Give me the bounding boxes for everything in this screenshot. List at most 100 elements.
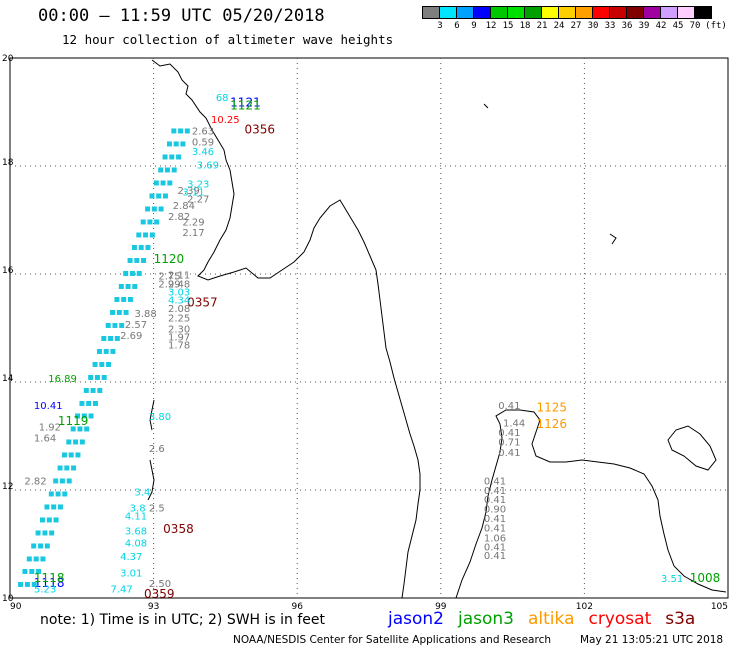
swh-point-label: 4.11 [125, 512, 147, 523]
colorbar-tick-label: 33 [604, 21, 616, 31]
swh-point-label: 1.64 [34, 433, 56, 444]
track-band-mark: ▪▪▪ [26, 553, 46, 564]
satellite-legend: jason2 jason3 altika cryosat s3a [388, 609, 709, 629]
y-tick-label: 16 [2, 266, 14, 276]
swh-point-label: 3.23 [187, 180, 209, 191]
colorbar-tick-label: 30 [587, 21, 599, 31]
swh-point-label: 0.41 [484, 514, 506, 525]
swh-point-label: 0.41 [484, 477, 506, 488]
swh-point-label: 2.69 [120, 331, 142, 342]
x-tick-label: 90 [10, 602, 22, 612]
track-band-mark: ▪▪▪ [87, 372, 107, 383]
legend-item-jason3: jason3 [458, 609, 514, 629]
legend-item-s3a: s3a [665, 609, 696, 629]
track-band-mark: ▪▪▪ [144, 203, 164, 214]
swh-point-label: 0.41 [484, 524, 506, 535]
track-band-mark: ▪▪▪ [153, 177, 173, 188]
swh-point-label: 3.8 [130, 504, 146, 515]
track-band-mark: ▪▪▪ [22, 566, 42, 577]
colorbar-tick-label: 3 [437, 21, 443, 31]
swh-point-label: 3.11 [182, 188, 204, 199]
x-tick-label: 96 [291, 602, 303, 612]
track-band-mark: ▪▪▪ [65, 437, 85, 448]
swh-point-label: 3.80 [149, 412, 171, 423]
swh-point-label: 3.88 [134, 309, 156, 320]
track-band-mark: ▪▪▪ [170, 126, 190, 137]
x-tick-label: 99 [435, 602, 447, 612]
swh-point-label: 1.78 [168, 341, 190, 352]
swh-point-label: 0357 [187, 295, 218, 309]
colorbar-ticks: 3 6 9 12 15 18 21 24 27 30 33 36 39 42 45 70 (ft) [423, 21, 740, 33]
swh-point-label: 2.25 [168, 314, 190, 325]
swh-point-label: 1118 [34, 576, 65, 590]
y-tick-label: 10 [2, 594, 14, 604]
swh-point-label: 1.97 [168, 332, 190, 343]
swh-point-label: 10.25 [211, 115, 240, 126]
swh-point-label: 0.41 [484, 542, 506, 553]
swh-point-label: 2.29 [182, 217, 204, 228]
colorbar-tick-label: 9 [471, 21, 477, 31]
swh-point-label: 0.41 [498, 428, 520, 439]
chart-title: 00:00 – 11:59 UTC 05/20/2018 [38, 6, 325, 26]
swh-point-label: 2.6 [149, 444, 165, 455]
colorbar-tick-label: 15 [502, 21, 514, 31]
swh-point-label: 2.63 [192, 127, 214, 138]
swh-point-label: 2.5 [149, 504, 165, 515]
colorbar-tick-label: 21 [536, 21, 548, 31]
track-band-mark: ▪▪▪ [48, 488, 68, 499]
swh-point-label: 1008 [690, 571, 721, 585]
grid-lines [10, 58, 728, 598]
axis-ticks: 90 93 96 99 102 105 10 12 14 16 18 20 [2, 54, 728, 612]
swh-point-label: 0358 [163, 522, 194, 536]
y-tick-label: 20 [2, 54, 14, 64]
credit-text: NOAA/NESDIS Center for Satellite Applica… [233, 634, 551, 646]
swh-point-label: 2.11 [168, 270, 190, 281]
generation-timestamp: May 21 13:05:21 UTC 2018 [580, 634, 724, 646]
colorbar-tick-label: (ft) [705, 21, 727, 31]
track-band-mark: ▪▪▪ [35, 527, 55, 538]
colorbar-tick-label: 18 [519, 21, 531, 31]
track-band-mark: ▪▪▪ [135, 229, 155, 240]
footer-note: note: 1) Time is in UTC; 2) SWH is in fe… [40, 612, 326, 628]
chart-subtitle: 12 hour collection of altimeter wave hei… [62, 32, 394, 47]
swh-point-label: 0.90 [484, 505, 506, 516]
track-band-mark: ▪▪▪ [70, 424, 90, 435]
swh-point-label: 1.06 [484, 533, 506, 544]
swh-point-label: 10.41 [34, 401, 63, 412]
swh-point-label: 1121 [230, 96, 261, 110]
swh-point-label: 2.75 [158, 271, 180, 282]
track-band-mark: ▪▪▪ [83, 385, 103, 396]
swh-point-label: 0.41 [484, 486, 506, 497]
plot-frame [9, 57, 729, 599]
swh-point-label: 1119 [58, 414, 89, 428]
swh-point-label: 0.41 [484, 495, 506, 506]
swh-point-label: 4.08 [125, 539, 147, 550]
track-band-mark: ▪▪▪ [109, 307, 129, 318]
track-band-mark: ▪▪▪ [118, 281, 138, 292]
swh-point-label: 1125 [537, 401, 568, 415]
swh-point-label: 2.84 [173, 201, 195, 212]
swh-point-label: 2.82 [168, 212, 190, 223]
colorbar-swatch [694, 6, 712, 19]
swh-point-label: 16.89 [48, 374, 77, 385]
colorbar [422, 6, 712, 19]
swh-point-label: 1120 [154, 252, 185, 266]
y-tick-label: 14 [2, 374, 14, 384]
swh-point-label: 3.51 [661, 574, 683, 585]
swh-point-label: 2.50 [149, 579, 171, 590]
swh-labels: ▪▪▪ ▪▪▪ ▪▪▪ ▪▪▪ ▪▪▪ ▪▪▪ ▪▪▪ ▪▪▪ ▪▪▪ ▪▪▪ ▪▪▪ ▪▪▪ ▪▪▪ ▪… [17, 93, 720, 601]
swh-point-label: 0.41 [498, 401, 520, 412]
track-band-mark: ▪▪▪ [105, 320, 125, 331]
track-band-mark: ▪▪▪ [113, 294, 133, 305]
colorbar-tick-label: 39 [638, 21, 650, 31]
x-tick-label: 102 [576, 602, 593, 612]
swh-point-label: 2.08 [168, 304, 190, 315]
swh-point-label: 7.47 [111, 585, 133, 596]
track-band-mark: ▪▪▪ [157, 164, 177, 175]
track-band-mark: ▪▪▪ [140, 216, 160, 227]
colorbar-tick-label: 6 [454, 21, 460, 31]
colorbar-tick-label: 45 [672, 21, 684, 31]
track-band-mark: ▪▪▪ [96, 346, 116, 357]
track-band-mark: ▪▪▪ [100, 333, 120, 344]
